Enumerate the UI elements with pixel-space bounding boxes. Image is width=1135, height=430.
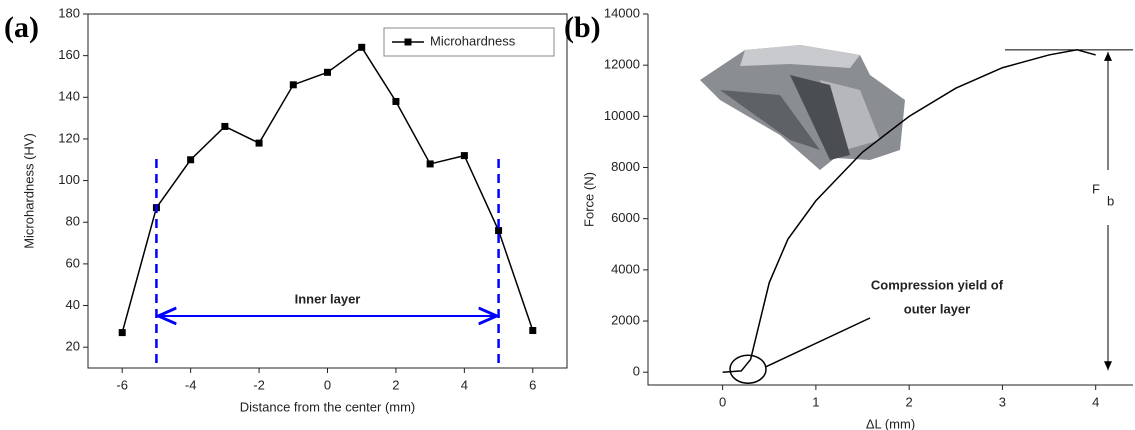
specimen-photo (700, 45, 905, 170)
x-axis-label: ΔL (mm) (866, 416, 915, 430)
marker (426, 160, 434, 168)
x-tick-label: 4 (1092, 394, 1099, 409)
y-tick-label: 120 (58, 130, 80, 145)
y-tick-label: 100 (58, 172, 80, 187)
marker (221, 122, 229, 130)
y-tick-label: 12000 (604, 57, 640, 72)
y-tick-label: 160 (58, 47, 80, 62)
legend-marker (404, 38, 412, 46)
marker (460, 152, 468, 160)
force-label: F (1092, 181, 1100, 196)
x-axis-label: Distance from the center (mm) (240, 399, 416, 414)
x-tick-label: -6 (116, 377, 128, 392)
data-line (121, 46, 534, 333)
x-tick-label: 2 (392, 377, 399, 392)
axes (647, 14, 1133, 386)
y-axis-label: Force (N) (581, 172, 596, 227)
y-tick-label: 4000 (611, 261, 640, 276)
marker (187, 156, 195, 164)
x-tick-label: -4 (185, 377, 197, 392)
x-tick-label: 3 (999, 394, 1006, 409)
legend-label: Microhardness (430, 33, 516, 48)
x-tick-label: 1 (812, 394, 819, 409)
x-tick-label: 6 (529, 377, 536, 392)
annotation: Compression yield of (871, 277, 1004, 292)
x-tick-label: 4 (461, 377, 468, 392)
x-tick-label: 0 (324, 377, 331, 392)
marker (324, 68, 331, 76)
y-tick-label: 10000 (604, 108, 640, 123)
panel-label: (a) (4, 11, 39, 44)
x-tick-label: 0 (719, 394, 726, 409)
annotation: outer layer (904, 301, 970, 316)
y-tick-label: 180 (58, 5, 80, 20)
marker (255, 139, 263, 147)
y-tick-label: 8000 (611, 159, 640, 174)
y-tick-label: 14000 (604, 5, 640, 20)
force-subscript: b (1107, 193, 1114, 208)
y-tick-label: 20 (66, 339, 80, 354)
marker (118, 329, 126, 337)
marker (289, 81, 297, 89)
panel-label: (b) (564, 11, 601, 44)
marker (392, 97, 400, 105)
y-tick-label: 2000 (611, 312, 640, 327)
y-tick-label: 60 (66, 255, 80, 270)
y-tick-label: 80 (66, 214, 80, 229)
axes (87, 13, 568, 369)
y-tick-label: 0 (633, 364, 640, 379)
data-line (722, 49, 1096, 373)
y-tick-label: 40 (66, 297, 80, 312)
y-tick-label: 140 (58, 89, 80, 104)
marker (495, 227, 503, 235)
marker (529, 327, 537, 335)
yield-circle (729, 354, 767, 384)
callout (764, 317, 871, 368)
annotation: Inner layer (295, 291, 361, 306)
y-tick-label: 6000 (611, 210, 640, 225)
marker (358, 43, 366, 51)
x-tick-label: 2 (906, 394, 913, 409)
y-axis-label: Microhardness (HV) (21, 133, 36, 249)
x-tick-label: -2 (253, 377, 265, 392)
